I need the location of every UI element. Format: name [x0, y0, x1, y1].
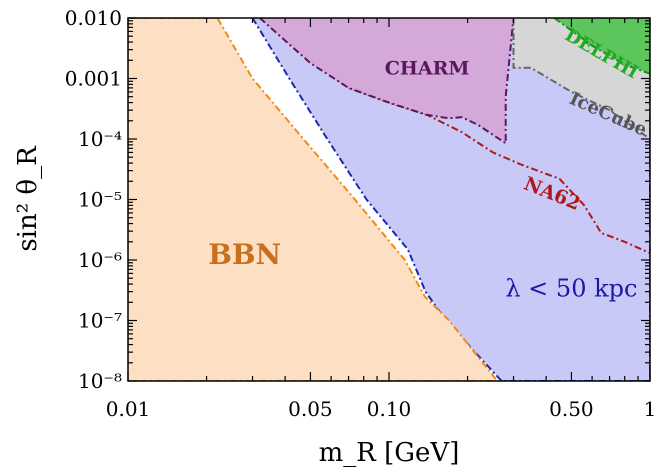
- region-boundary-delphi: [553, 18, 650, 75]
- y-tick-label: 10⁻⁴: [78, 127, 122, 151]
- y-tick-label: 10⁻⁷: [78, 309, 122, 333]
- x-tick-label: 0.05: [288, 397, 333, 421]
- label-charm: CHARM: [385, 58, 470, 80]
- region-bbn: [128, 18, 498, 381]
- region-50-kpc: [252, 18, 650, 381]
- y-tick-label: 0.010: [65, 6, 122, 30]
- y-tick-label: 10⁻⁸: [78, 369, 122, 393]
- region-boundary-50-kpc: [251, 18, 650, 381]
- region-boundary-bbn: [128, 18, 499, 381]
- y-tick-label: 0.001: [65, 67, 122, 91]
- axis-tick-labels: 0.01 0.05 0.10 0.50 1 0.010 0.001 10⁻⁴ 10⁻⁵ 10⁻⁶ 1…: [65, 6, 656, 421]
- x-tick-label: 1: [644, 397, 656, 421]
- label-50-kpc: λ < 50 kpc: [505, 274, 637, 302]
- x-tick-label: 0.10: [367, 397, 412, 421]
- region-boundary-icecube: [512, 18, 650, 141]
- label-bbn: BBN: [208, 238, 281, 271]
- y-tick-label: 10⁻⁶: [78, 248, 122, 272]
- x-axis-title: m_R [GeV]: [319, 438, 460, 468]
- y-axis-title: sin² θ_R: [13, 145, 43, 252]
- x-tick-label: 0.01: [106, 397, 151, 421]
- region-charm: [259, 18, 514, 144]
- region-boundary-na62: [278, 18, 650, 255]
- regions: [128, 18, 650, 381]
- x-tick-label: 0.50: [549, 397, 594, 421]
- region-delphi: [554, 18, 650, 74]
- y-tick-label: 10⁻⁵: [78, 188, 122, 212]
- axis-ticks: [127, 17, 651, 382]
